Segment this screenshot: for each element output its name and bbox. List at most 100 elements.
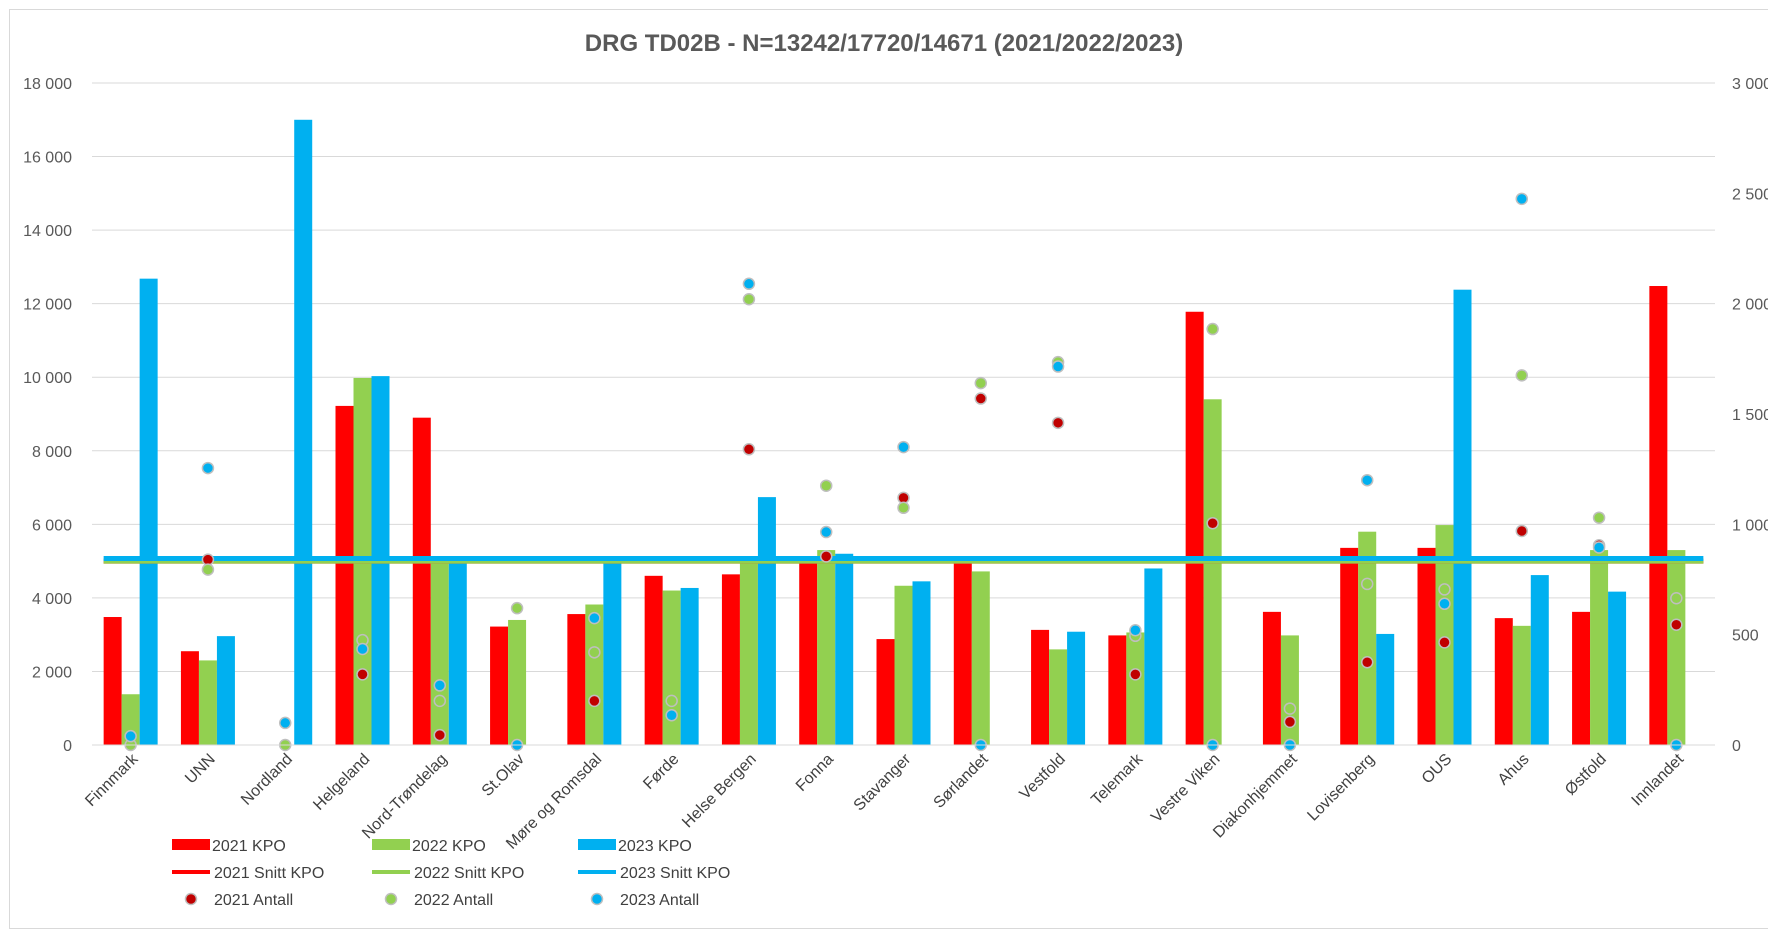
- category-label: Helgeland: [310, 751, 373, 814]
- point-2023-antall: [433, 679, 447, 692]
- bar-2021-kpo: [567, 614, 586, 745]
- point-2021-antall: [819, 550, 833, 563]
- right-axis: 0 500 1 000 1 500 2 000 2 500 3 000: [1732, 76, 1768, 755]
- bar-2021-kpo: [1649, 286, 1668, 745]
- point-2021-antall: [433, 728, 447, 742]
- left-tick-label: 8 000: [32, 444, 72, 461]
- right-tick-label: 1 500: [1732, 407, 1768, 424]
- bar-2021-kpo: [180, 651, 199, 745]
- bar-2021-kpo: [1108, 635, 1127, 745]
- legend-swatch: [590, 892, 604, 906]
- bar-2022-kpo: [430, 561, 449, 745]
- bar-2021-kpo: [876, 639, 895, 745]
- left-tick-label: 2 000: [32, 664, 72, 681]
- point-2021-antall: [1051, 416, 1065, 430]
- bar-2023-kpo: [1144, 568, 1163, 745]
- bar-2021-kpo: [490, 626, 509, 745]
- point-2021-antall: [1515, 524, 1529, 538]
- point-2022-antall: [1515, 369, 1529, 382]
- bar-2023-kpo: [1453, 289, 1472, 745]
- point-2023-antall: [1438, 597, 1451, 611]
- bar-2023-kpo: [139, 278, 158, 745]
- bar-2023-kpo: [1376, 633, 1395, 745]
- bar-2022-kpo: [1590, 550, 1609, 745]
- category-label: Sørlandet: [931, 750, 992, 811]
- legend-label: 2021 Antall: [214, 892, 293, 909]
- category-label: Helse Bergen: [679, 751, 760, 832]
- legend-swatch: [184, 892, 198, 906]
- right-tick-label: 3 000: [1732, 76, 1768, 93]
- point-2022-antall: [742, 293, 756, 306]
- bar-2023-kpo: [1608, 591, 1627, 745]
- bar-2022-kpo: [1203, 399, 1222, 745]
- bar-2023-kpo: [448, 561, 467, 745]
- bar-2023-kpo: [835, 553, 854, 745]
- legend-label: 2022 Snitt KPO: [414, 865, 524, 882]
- category-label: Lovisenberg: [1304, 751, 1378, 825]
- legend-label: 2021 KPO: [212, 838, 286, 855]
- bar-2021-kpo: [1262, 611, 1281, 745]
- point-2021-antall: [974, 392, 988, 405]
- bar-2021-kpo: [1572, 611, 1591, 745]
- point-2023-antall: [201, 461, 215, 475]
- bar-2021-kpo: [799, 561, 818, 745]
- bar-2023-kpo: [757, 497, 776, 745]
- left-tick-label: 14 000: [23, 223, 72, 240]
- legend-label: 2022 Antall: [414, 892, 493, 909]
- point-2023-antall: [897, 440, 910, 454]
- point-2023-antall: [356, 642, 369, 656]
- category-label: Ahus: [1495, 751, 1533, 789]
- point-2021-antall: [1438, 636, 1451, 649]
- point-2022-antall: [201, 563, 215, 576]
- category-label: Vestfold: [1017, 751, 1069, 803]
- category-label: Vestre Viken: [1148, 751, 1223, 826]
- category-label: Innlandet: [1629, 750, 1688, 809]
- point-2023-antall: [1129, 624, 1142, 637]
- left-tick-label: 12 000: [23, 297, 72, 314]
- point-2023-antall: [124, 729, 137, 743]
- category-label: Finnmark: [82, 750, 142, 810]
- legend-label: 2023 KPO: [618, 838, 692, 855]
- point-2022-antall: [1206, 322, 1219, 336]
- average-lines: [103, 556, 1704, 564]
- point-2023-antall: [1051, 360, 1065, 373]
- point-2022-antall: [819, 479, 833, 492]
- bar-2022-kpo: [1280, 635, 1299, 745]
- category-label: Telemark: [1088, 750, 1147, 809]
- point-2021-antall: [356, 668, 369, 681]
- point-2023-antall: [1592, 541, 1606, 554]
- bar-2023-kpo: [603, 561, 622, 745]
- category-label: Diakonhjemmet: [1210, 750, 1301, 841]
- bar-2021-kpo: [644, 575, 663, 745]
- legend-swatch: [384, 892, 398, 906]
- legend-label: 2021 Snitt KPO: [214, 865, 324, 882]
- point-2022-antall: [1438, 583, 1451, 596]
- category-label: Nordland: [238, 751, 296, 809]
- point-2022-antall: [510, 601, 524, 615]
- left-tick-label: 10 000: [23, 370, 72, 387]
- left-tick-label: 6 000: [32, 517, 72, 534]
- count-points: [124, 192, 1683, 752]
- bar-2022-kpo: [1126, 632, 1145, 745]
- right-tick-label: 0: [1732, 738, 1741, 755]
- point-2022-antall: [1592, 511, 1606, 524]
- bar-2021-kpo: [953, 561, 972, 745]
- point-2022-antall: [588, 646, 601, 659]
- category-label: UNN: [182, 751, 219, 788]
- point-2022-antall: [433, 694, 447, 708]
- point-2021-antall: [1670, 618, 1683, 631]
- bar-2022-kpo: [739, 561, 758, 745]
- category-label: Stavanger: [851, 750, 915, 814]
- point-2021-antall: [1206, 516, 1219, 530]
- bar-2022-kpo: [508, 619, 527, 745]
- point-2021-antall: [1283, 715, 1297, 729]
- bar-2023-kpo: [216, 636, 235, 745]
- point-2021-antall: [1360, 656, 1374, 669]
- legend-label: 2023 Antall: [620, 892, 699, 909]
- category-labels: Finnmark UNN Nordland HelgelandNord-Trøndel…: [82, 744, 1715, 853]
- legend-swatch: [372, 839, 410, 850]
- legend-label: 2023 Snitt KPO: [620, 865, 730, 882]
- point-2021-antall: [1129, 668, 1142, 681]
- point-2023-antall: [742, 277, 756, 291]
